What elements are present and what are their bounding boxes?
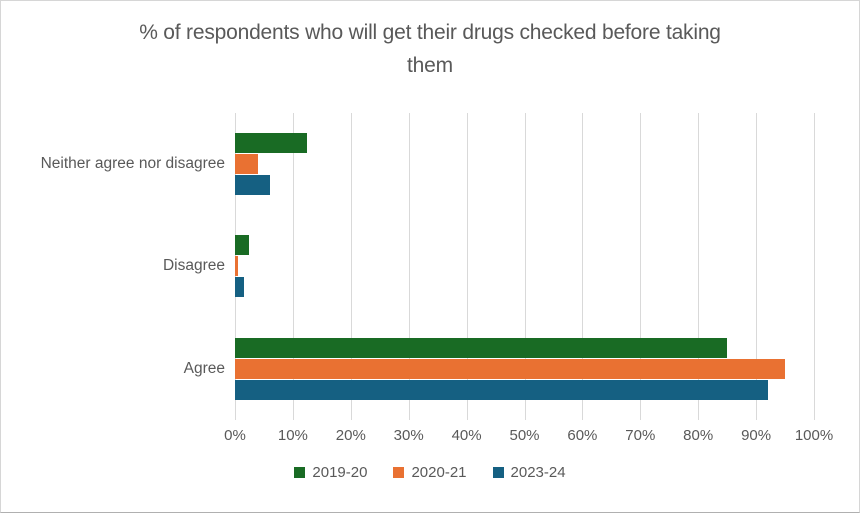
gridline bbox=[350, 113, 352, 420]
gridline bbox=[698, 113, 700, 420]
legend: 2019-20 2020-21 2023-24 bbox=[1, 464, 859, 481]
value-axis-tick: 80% bbox=[683, 427, 714, 444]
bar-2020-21 bbox=[235, 358, 786, 379]
category-label: Neither agree nor disagree bbox=[40, 155, 225, 173]
chart-title-text: % of respondents who will get their drug… bbox=[139, 21, 721, 77]
bar-series-area bbox=[235, 113, 814, 420]
gridline bbox=[524, 113, 526, 420]
gridline bbox=[582, 113, 584, 420]
plot-area bbox=[235, 113, 815, 420]
chart-title: % of respondents who will get their drug… bbox=[1, 17, 859, 82]
value-axis-tick: 90% bbox=[741, 427, 772, 444]
legend-swatch-icon bbox=[393, 467, 405, 478]
bar-2019-20 bbox=[235, 337, 728, 358]
bar-2019-20 bbox=[235, 235, 250, 256]
legend-swatch-icon bbox=[294, 467, 306, 478]
legend-item-2019-20: 2019-20 bbox=[294, 464, 367, 481]
legend-label: 2020-21 bbox=[411, 464, 467, 481]
value-axis-tick: 60% bbox=[567, 427, 598, 444]
bar-2023-24 bbox=[235, 277, 244, 298]
gridline bbox=[466, 113, 468, 420]
value-axis-tick: 40% bbox=[451, 427, 482, 444]
legend-label: 2023-24 bbox=[510, 464, 566, 481]
value-axis-tick: 0% bbox=[224, 427, 246, 444]
legend-label: 2019-20 bbox=[312, 464, 368, 481]
value-axis: 0% 10% 20% 30% 40% 50% 60% 70% 80% 90% 100% bbox=[224, 427, 833, 445]
gridline bbox=[408, 113, 410, 420]
bar-2023-24 bbox=[235, 379, 768, 400]
bar-2023-24 bbox=[235, 175, 270, 196]
gridline bbox=[640, 113, 642, 420]
value-axis-tick: 30% bbox=[393, 427, 424, 444]
value-axis-tick: 70% bbox=[625, 427, 656, 444]
bar-2020-21 bbox=[235, 256, 238, 277]
category-band bbox=[235, 113, 814, 215]
value-axis-tick: 100% bbox=[794, 427, 834, 444]
value-axis-tick: 10% bbox=[277, 427, 308, 444]
category-label: Disagree bbox=[162, 257, 225, 275]
category-axis: Neither agree nor disagree Disagree Agree bbox=[1, 113, 225, 420]
bar-2019-20 bbox=[235, 133, 308, 154]
gridline bbox=[292, 113, 294, 420]
value-axis-tick: 50% bbox=[509, 427, 540, 444]
category-band bbox=[235, 215, 814, 317]
category-band bbox=[235, 318, 814, 420]
value-axis-tick: 20% bbox=[335, 427, 366, 444]
legend-item-2023-24: 2023-24 bbox=[492, 464, 566, 481]
gridline bbox=[814, 113, 815, 420]
gridline bbox=[756, 113, 758, 420]
legend-swatch-icon bbox=[492, 467, 504, 478]
legend-item-2020-21: 2020-21 bbox=[393, 464, 467, 481]
category-label: Agree bbox=[183, 359, 225, 377]
bar-2020-21 bbox=[235, 154, 259, 175]
